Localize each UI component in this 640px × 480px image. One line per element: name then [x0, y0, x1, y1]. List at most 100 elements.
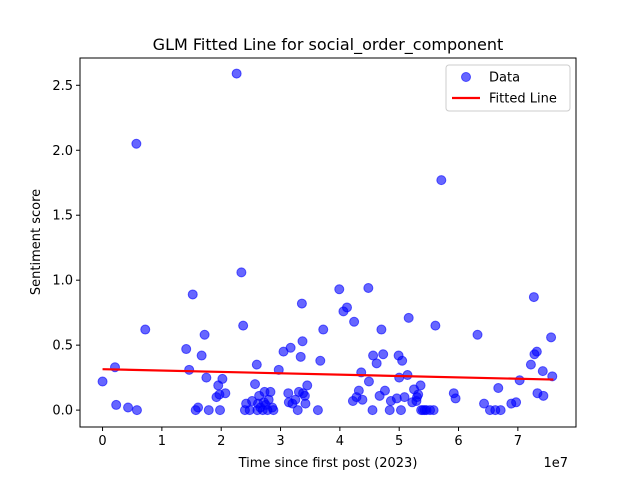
data-point [220, 388, 231, 399]
data-point [283, 388, 294, 399]
data-point [111, 399, 122, 410]
data-point [97, 376, 108, 387]
data-point [193, 402, 204, 413]
legend: Data Fitted Line [445, 64, 571, 112]
data-point [397, 355, 408, 366]
x-tick-label: 4 [336, 434, 344, 449]
data-point [493, 383, 504, 394]
data-point [295, 351, 306, 362]
data-point [312, 405, 323, 416]
x-tick-label: 0 [98, 434, 106, 449]
data-point [201, 372, 212, 383]
data-point [430, 320, 441, 331]
data-point [415, 380, 426, 391]
data-point [292, 405, 303, 416]
data-point [363, 282, 374, 293]
x-tick-label: 3 [276, 434, 284, 449]
data-point [528, 292, 539, 303]
data-point [131, 405, 142, 416]
y-tick-label: 1.0 [52, 274, 73, 289]
data-point [394, 372, 405, 383]
legend-marker-data [461, 72, 471, 82]
data-point [199, 329, 210, 340]
data-point [402, 370, 413, 381]
data-point [215, 405, 226, 416]
x-axis-offset-text: 1e7 [543, 456, 568, 471]
data-point [349, 316, 360, 327]
data-point [514, 375, 525, 386]
data-point [181, 344, 192, 355]
data-point [251, 359, 262, 370]
x-tick-label: 5 [395, 434, 403, 449]
x-tick-label: 7 [514, 434, 522, 449]
axes-frame [79, 57, 577, 428]
data-point [479, 398, 490, 409]
data-point [525, 359, 536, 370]
data-point [302, 380, 313, 391]
data-point [196, 350, 207, 361]
data-point [341, 302, 352, 313]
data-point [238, 320, 249, 331]
data-point [399, 392, 410, 403]
y-tick-label: 2.5 [52, 79, 73, 94]
data-point [378, 349, 389, 360]
data-point [428, 405, 439, 416]
data-point [318, 324, 329, 335]
data-point [285, 342, 296, 353]
data-point [376, 324, 387, 335]
data-point [384, 405, 395, 416]
x-axis-title: Time since first post (2023) [238, 456, 418, 471]
data-point [268, 405, 279, 416]
legend-box [445, 64, 571, 112]
data-point [546, 332, 557, 343]
legend-label: Data [489, 71, 520, 86]
legend-label: Fitted Line [489, 92, 557, 107]
data-point [472, 329, 483, 340]
data-point [379, 385, 390, 396]
data-point [495, 405, 506, 416]
axes: 0 1 2 3 4 5 6 7 0.0 0.5 1.0 1.5 2.0 2.5 [52, 57, 577, 449]
data-point [334, 284, 345, 295]
data-point [297, 336, 308, 347]
data-point [187, 289, 198, 300]
data-point [413, 389, 424, 400]
data-point [315, 355, 326, 366]
x-tick-label: 2 [217, 434, 225, 449]
data-point [236, 267, 247, 278]
x-tick-label: 6 [454, 434, 462, 449]
plot-area [97, 68, 558, 416]
data-point [353, 385, 364, 396]
data-point [131, 138, 142, 149]
data-point [367, 405, 378, 416]
data-point [300, 398, 311, 409]
data-point [296, 298, 307, 309]
fitted-line [102, 368, 554, 381]
data-point [395, 405, 406, 416]
data-point [538, 390, 549, 401]
data-point [511, 397, 522, 408]
data-point [450, 393, 461, 404]
data-point [436, 175, 447, 186]
data-point [403, 312, 414, 323]
data-point [531, 346, 542, 357]
data-point [250, 379, 261, 390]
y-tick-label: 0.0 [52, 404, 73, 419]
y-axis-title: Sentiment score [29, 189, 44, 295]
data-point [203, 405, 214, 416]
data-point [184, 364, 195, 375]
data-point [140, 324, 151, 335]
y-tick-label: 0.5 [52, 339, 73, 354]
data-point [537, 366, 548, 377]
data-point [231, 68, 242, 79]
data-point [357, 394, 368, 405]
data-point [265, 386, 276, 397]
data-point [363, 376, 374, 387]
data-point [217, 373, 228, 384]
data-point [123, 402, 134, 413]
x-tick-label: 1 [158, 434, 166, 449]
y-tick-label: 2.0 [52, 144, 73, 159]
chart-title: GLM Fitted Line for social_order_compone… [153, 35, 504, 55]
y-tick-label: 1.5 [52, 209, 73, 224]
data-point [371, 358, 382, 369]
